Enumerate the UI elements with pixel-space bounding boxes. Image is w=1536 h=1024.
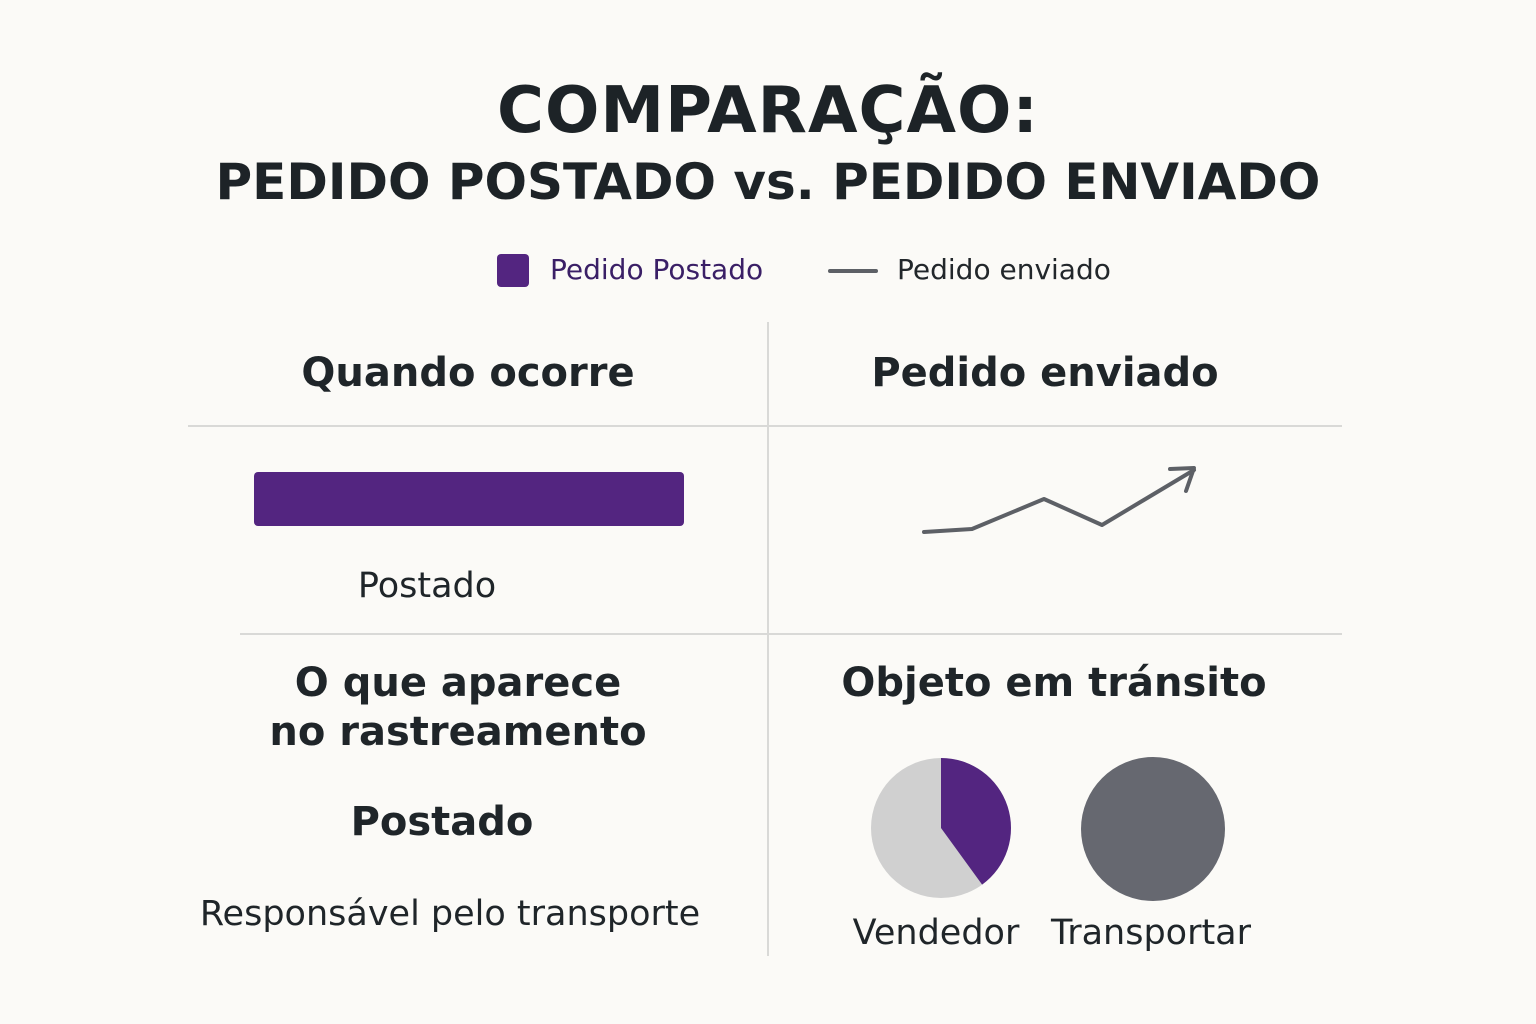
horizontal-divider-top	[188, 425, 1342, 427]
title-line-1: COMPARAÇÃO:	[497, 74, 1039, 148]
title-line-2: PEDIDO POSTADO vs. PEDIDO ENVIADO	[215, 153, 1321, 211]
right-section-title: Objeto em tránsito	[841, 660, 1267, 706]
legend-swatch-purple	[497, 254, 529, 287]
circle-icon	[1081, 757, 1225, 901]
horizontal-divider-middle	[240, 633, 1342, 635]
legend-line-gray	[828, 269, 878, 273]
legend-label-pedido-postado: Pedido Postado	[550, 253, 764, 286]
legend-label-pedido-enviado: Pedido enviado	[897, 253, 1111, 286]
trend-arrow-icon	[922, 466, 1196, 534]
left-header: Quando ocorre	[301, 350, 635, 396]
legend: Pedido Postado Pedido enviado	[0, 250, 1536, 294]
left-responsible: Responsável pelo transporte	[199, 894, 701, 934]
left-section-title-line-2: no rastreamento	[269, 709, 647, 755]
pie-slice-purple	[941, 758, 1011, 885]
vertical-divider	[767, 322, 769, 956]
left-status: Postado	[350, 799, 534, 845]
right-header: Pedido enviado	[871, 350, 1219, 396]
pie-label-transportar: Transportar	[1050, 913, 1252, 953]
postado-bar	[254, 472, 684, 526]
pie-label-vendedor: Vendedor	[852, 913, 1020, 953]
pie-icon	[871, 758, 1011, 898]
bar-label: Postado	[357, 566, 497, 606]
left-section-title-line-1: O que aparece	[294, 660, 622, 706]
solid-gray-circle	[1081, 757, 1225, 901]
